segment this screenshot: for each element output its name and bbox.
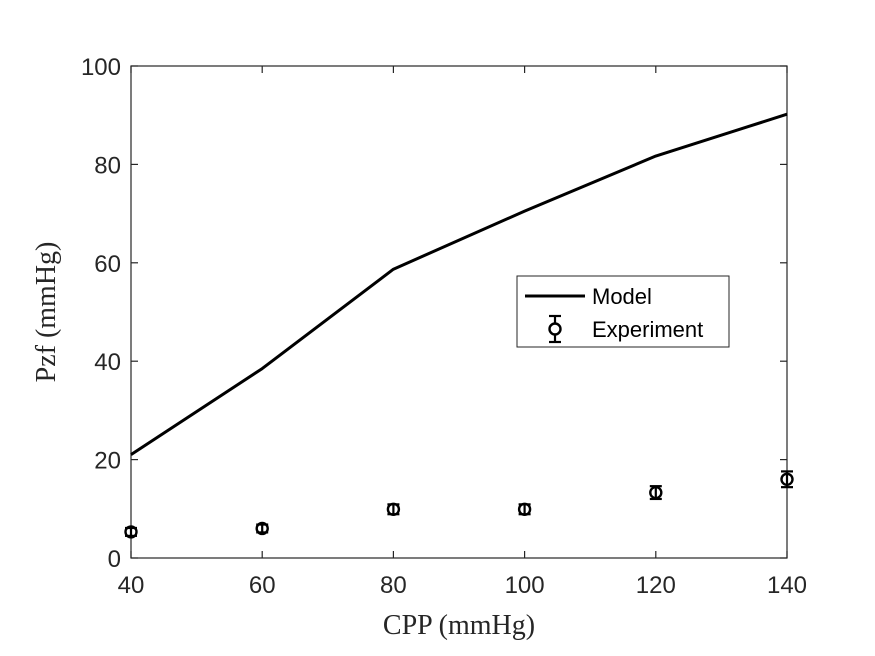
y-tick-label: 40 xyxy=(94,349,121,376)
experiment-point xyxy=(386,502,401,516)
legend-label: Model xyxy=(592,284,652,309)
legend-marker-swatch xyxy=(548,322,562,336)
experiment-point xyxy=(649,485,663,501)
legend-entry: Experiment xyxy=(548,314,703,344)
legend-box xyxy=(516,275,730,348)
experiment-marker xyxy=(649,485,663,500)
experiment-point xyxy=(255,521,269,536)
x-tick-label: 120 xyxy=(636,572,676,599)
y-tick-label: 100 xyxy=(81,54,121,81)
experiment-marker xyxy=(517,502,532,516)
y-tick-label: 80 xyxy=(94,152,121,179)
series-layer xyxy=(124,112,794,539)
x-tick-label: 80 xyxy=(380,572,407,599)
x-axis-label: CPP (mmHg) xyxy=(383,610,535,641)
y-tick-label: 60 xyxy=(94,251,121,278)
y-tick-label: 20 xyxy=(94,448,121,475)
y-tick-label: 0 xyxy=(108,546,121,573)
ticks-layer: 40 60 80 100 120 140 0 20 40 60 80 100 xyxy=(81,54,807,599)
y-axis-label: Pzf (mmHg) xyxy=(31,242,62,383)
experiment-marker xyxy=(255,521,269,536)
legend-entry: Model xyxy=(525,284,652,309)
x-tick-label: 40 xyxy=(118,572,145,599)
experiment-point xyxy=(517,502,532,516)
x-tick-label: 140 xyxy=(767,572,807,599)
legend: Model Experiment xyxy=(516,275,730,348)
x-tick-label: 100 xyxy=(505,572,545,599)
x-tick-label: 60 xyxy=(249,572,276,599)
experiment-point xyxy=(124,525,138,539)
model-line xyxy=(130,112,788,456)
experiment-marker xyxy=(386,502,401,516)
experiment-marker xyxy=(780,472,794,486)
experiment-marker xyxy=(124,525,138,539)
legend-label: Experiment xyxy=(592,317,703,342)
experiment-point xyxy=(780,470,794,489)
